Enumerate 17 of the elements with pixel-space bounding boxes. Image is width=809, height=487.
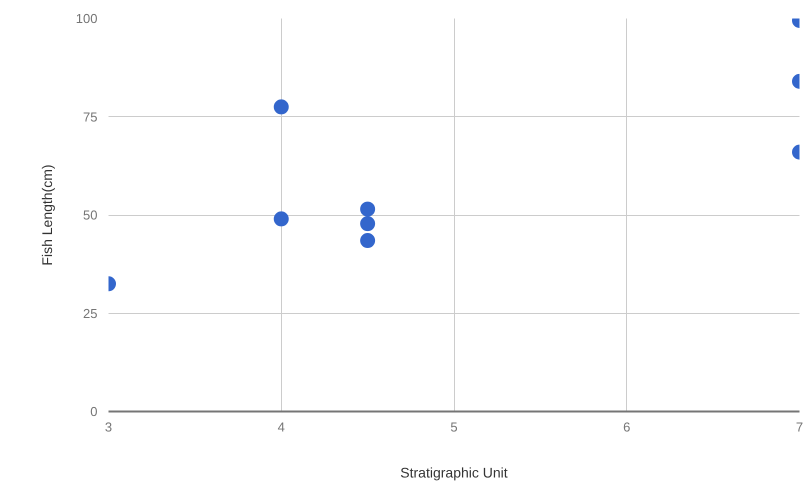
- point: [274, 99, 289, 114]
- x-tick-label: 5: [450, 420, 458, 434]
- y-tick-label: 25: [83, 306, 98, 321]
- x-tick-label: 6: [623, 420, 630, 434]
- x-axis-title: Stratigraphic Unit: [400, 464, 508, 480]
- point: [274, 211, 289, 226]
- point: [360, 216, 376, 232]
- y-tick-label: 0: [90, 404, 98, 419]
- y-tick-label: 50: [83, 208, 98, 222]
- x-tick-label: 7: [796, 420, 804, 434]
- x-tick-label: 4: [278, 420, 285, 434]
- point: [360, 202, 376, 217]
- y-tick-label: 75: [83, 109, 98, 124]
- y-tick-label: 100: [76, 11, 98, 26]
- x-tick-label: 3: [104, 420, 112, 434]
- point: [360, 233, 376, 248]
- y-axis-title: Fish Length(cm): [38, 164, 55, 266]
